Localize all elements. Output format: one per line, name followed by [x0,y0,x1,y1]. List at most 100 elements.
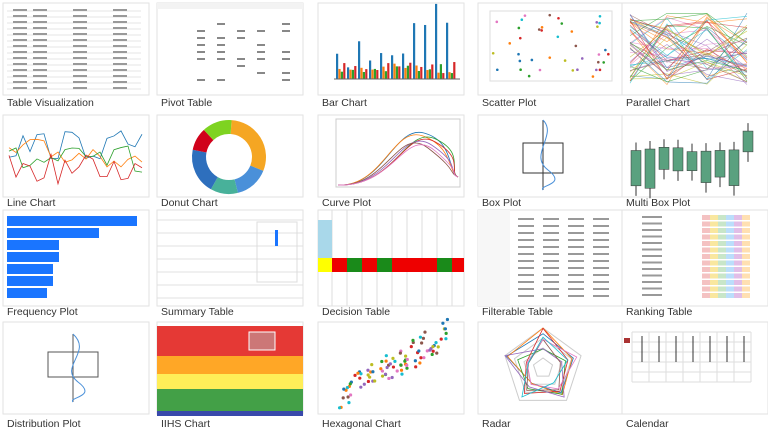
caption[interactable]: Summary Table [161,306,234,318]
pt [570,30,574,33]
caption[interactable]: Radar [482,418,511,430]
thumbnail[interactable] [477,209,625,307]
caption[interactable]: Hexagonal Chart [322,418,401,430]
thumbnail[interactable] [156,2,304,96]
hex [404,354,408,358]
caption[interactable]: IIHS Chart [161,418,210,430]
cell [642,294,662,296]
caption[interactable]: Line Chart [7,197,56,209]
caption[interactable]: Filterable Table [482,306,553,318]
poly [521,336,569,398]
thumbnail[interactable] [621,2,768,96]
c [726,221,734,227]
thumbnail[interactable] [477,114,625,198]
band [157,326,303,356]
cell [13,39,27,41]
thumbnail[interactable] [477,2,625,96]
caption[interactable]: Distribution Plot [7,418,81,430]
caption[interactable]: Decision Table [322,306,390,318]
thumbnail[interactable] [317,114,465,198]
gr [347,258,362,272]
thumbnail-frame [477,114,625,198]
c [718,241,726,246]
pt [548,56,552,59]
thumbnail[interactable] [621,209,768,307]
bar [365,69,368,79]
hex [384,354,388,358]
caption[interactable]: Ranking Table [626,306,693,318]
thumbnail[interactable] [2,114,150,198]
hex [348,382,352,386]
caption[interactable]: Calendar [626,418,669,430]
c [710,267,718,272]
cell [73,63,87,65]
pt [520,18,524,22]
thumbnail[interactable] [621,321,768,415]
cell [197,79,205,81]
thumbnail[interactable] [477,321,625,415]
bar [417,70,420,79]
thumbnail[interactable] [621,114,768,199]
hex [345,385,349,390]
cell [282,72,290,74]
hex [405,357,409,362]
bar [338,68,341,79]
thumbnail[interactable] [2,209,150,307]
hex [368,375,372,379]
bar [391,55,394,79]
caption[interactable]: Box Plot [482,197,521,209]
thumbnail[interactable] [317,2,465,96]
thumbnail-frame [2,2,150,96]
thumbnail[interactable] [2,321,150,415]
caption[interactable]: Bar Chart [322,97,367,109]
hex [399,363,403,367]
hex [353,373,357,377]
caption[interactable]: Pivot Table [161,97,212,109]
band [157,356,303,374]
cell [593,267,609,269]
pt [537,28,541,31]
c [710,260,718,266]
c [702,234,710,240]
caption[interactable]: Scatter Plot [482,97,536,109]
c [734,293,742,298]
cell [642,216,662,218]
cell [217,37,225,39]
cell [33,87,47,89]
hex [409,345,413,349]
c [710,215,718,220]
caption[interactable]: Table Visualization [7,97,94,109]
seg [234,165,264,193]
bar [7,264,53,274]
caption[interactable]: Frequency Plot [7,306,78,318]
curve [337,134,459,186]
cell [13,69,27,71]
bar [362,72,365,79]
hex [337,406,342,410]
caption[interactable]: Multi Box Plot [626,197,690,209]
hex [391,356,395,360]
thumbnail[interactable] [156,321,304,416]
cell [33,81,47,83]
hex [430,352,434,357]
thumbnail[interactable] [156,209,304,307]
cell [33,27,47,29]
caption[interactable]: Donut Chart [161,197,218,209]
hex [385,365,389,370]
cell [33,15,47,17]
pt [597,60,600,64]
bar [382,66,385,79]
thumbnail[interactable] [317,317,465,415]
caption[interactable]: Parallel Chart [626,97,690,109]
line [629,13,748,57]
c [702,273,710,279]
thumbnail[interactable] [317,209,465,307]
caption[interactable]: Curve Plot [322,197,371,209]
cell [73,15,87,17]
line [629,51,748,71]
bar [387,63,390,79]
line [8,152,143,186]
thumbnail[interactable] [156,114,304,198]
c [734,254,742,259]
thumbnail[interactable] [2,2,150,96]
